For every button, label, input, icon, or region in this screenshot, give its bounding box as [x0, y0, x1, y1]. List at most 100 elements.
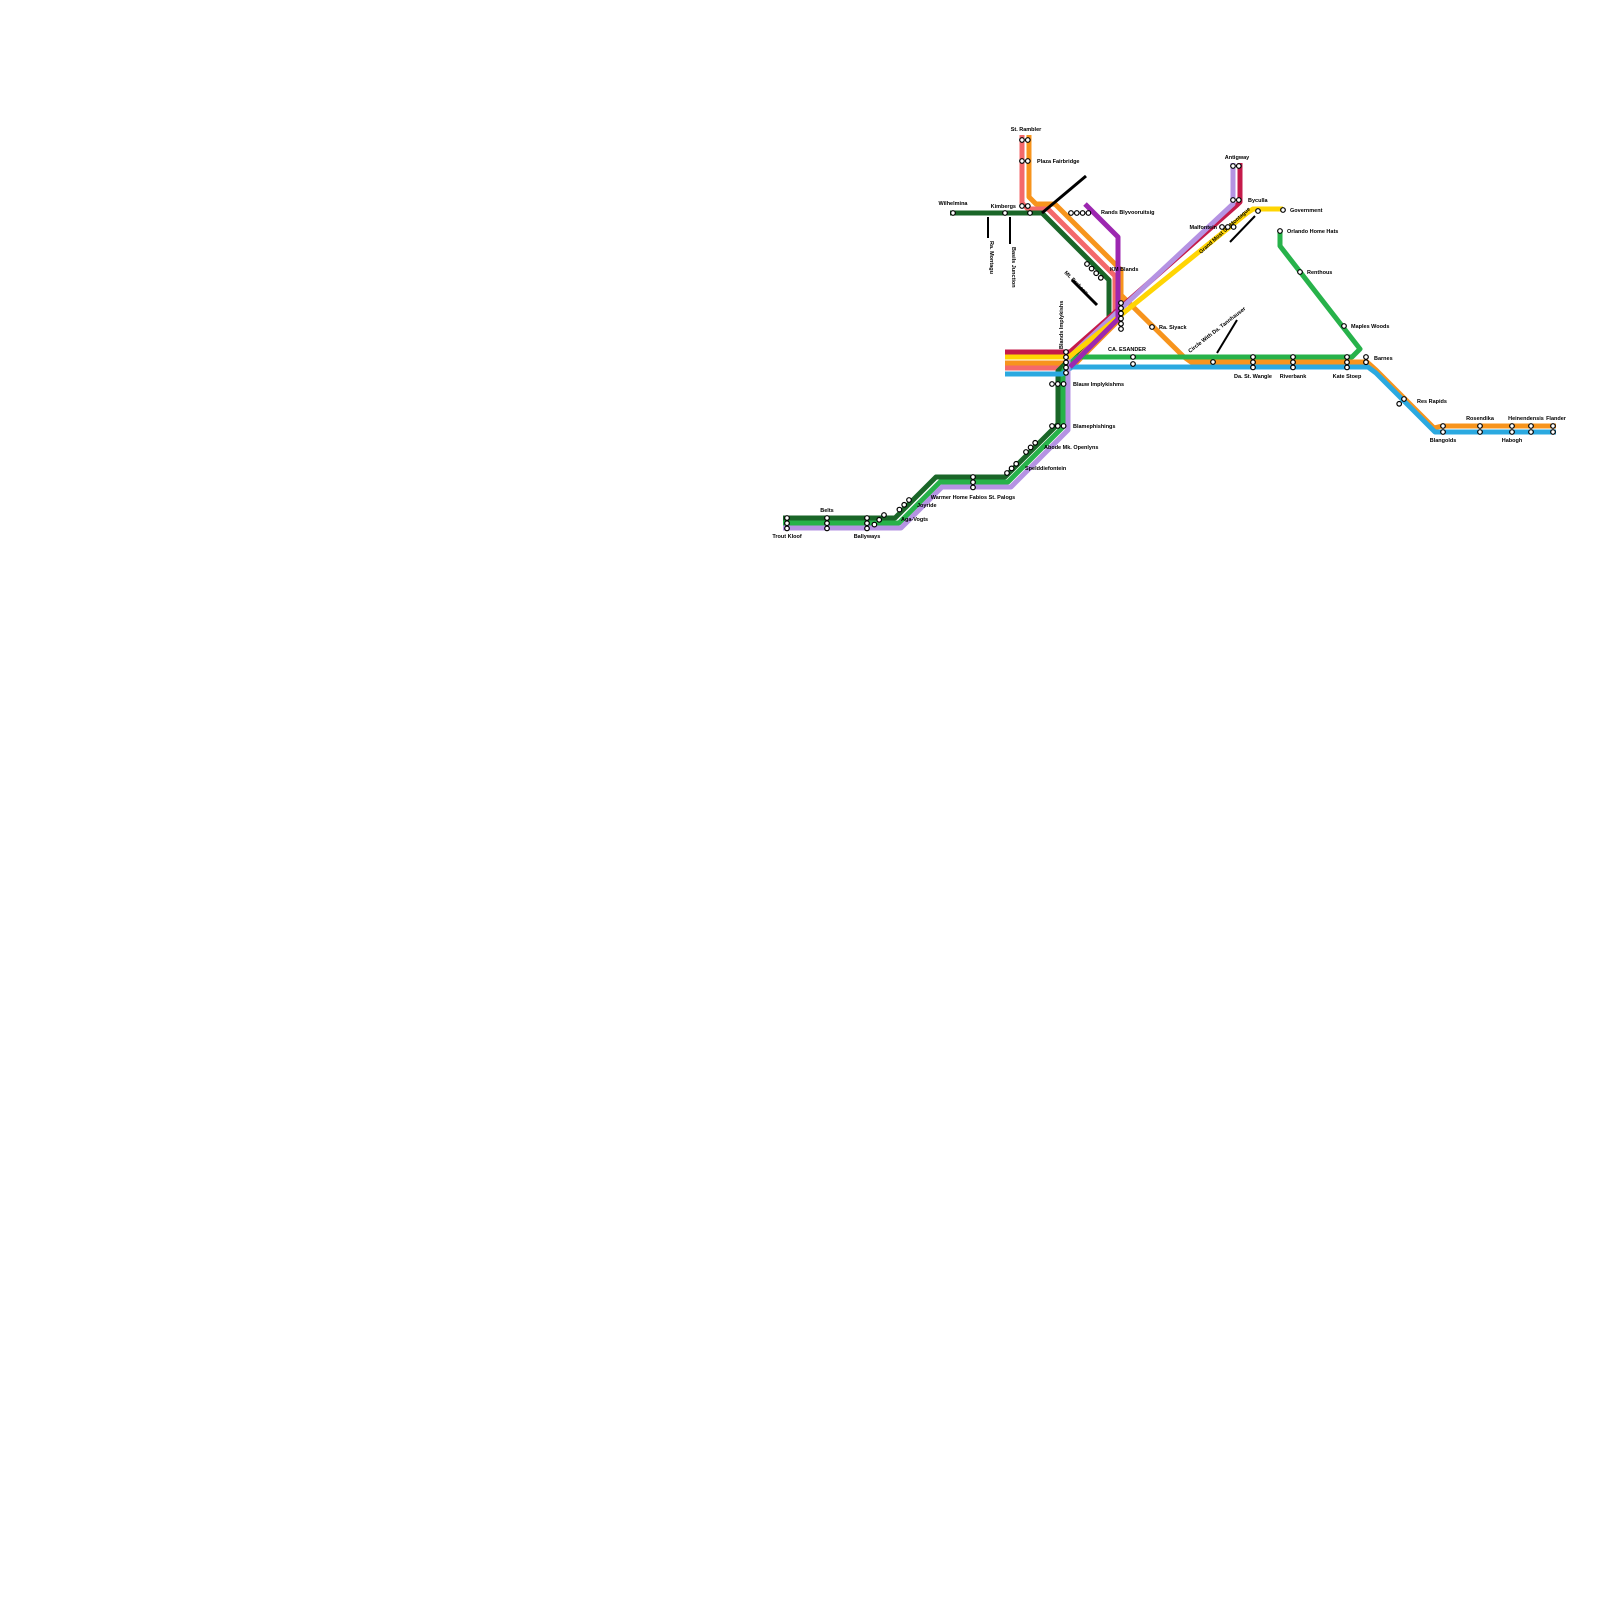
station-marker — [1363, 359, 1369, 366]
station-label: Riverbank — [1280, 374, 1308, 380]
station-marker — [881, 512, 887, 518]
station-marker — [1363, 354, 1369, 360]
station-label: Res Rapids — [1417, 399, 1447, 405]
station-marker — [1088, 265, 1095, 272]
annotation-label: Basils Junction — [1010, 247, 1016, 288]
station-marker — [1004, 470, 1010, 476]
station-marker — [1341, 323, 1347, 329]
station-marker — [864, 520, 870, 527]
station-marker — [1054, 381, 1061, 387]
station-label: Kate Stoep — [1333, 374, 1362, 380]
station-label: Da. St. Wangle — [1234, 374, 1272, 380]
station-marker — [1255, 208, 1261, 214]
station-marker — [784, 515, 790, 521]
station-label: Wilhelmina — [939, 201, 969, 207]
station-marker — [1290, 354, 1296, 360]
station-marker — [1023, 449, 1029, 455]
station-marker — [1250, 359, 1256, 366]
station-marker — [1019, 158, 1025, 164]
station-marker — [1230, 163, 1236, 169]
station-marker — [1224, 224, 1231, 230]
station-marker — [1060, 423, 1067, 429]
annotation-label: Blands Implykishs — [1059, 301, 1065, 349]
station-marker — [1118, 305, 1124, 312]
station-label: Government — [1290, 208, 1323, 214]
metro-lavender-line — [783, 163, 1236, 531]
station-marker — [1297, 269, 1303, 275]
station-label: KM Blands — [1110, 267, 1138, 273]
station-marker — [1396, 400, 1403, 407]
metro-crimson-line — [1005, 163, 1243, 355]
station-marker — [1093, 270, 1100, 277]
station-label: Plaza Fairbridge — [1037, 159, 1080, 165]
station-marker — [1509, 423, 1515, 429]
station-marker — [1230, 224, 1237, 230]
station-marker — [970, 474, 976, 480]
station-marker — [876, 516, 883, 523]
station-marker — [1027, 444, 1034, 451]
station-label: Aga-Vogts — [901, 517, 928, 523]
station-marker — [1024, 203, 1031, 209]
station-marker — [1210, 359, 1216, 365]
station-label: Maples Woods — [1351, 324, 1389, 330]
annotation-pointer-line — [1229, 215, 1256, 243]
station-label: CA. ESANDER — [1108, 347, 1146, 353]
annotation-label: Circle With Da. Tannhauser — [1188, 306, 1248, 355]
station-label: Joyride — [917, 503, 937, 509]
station-marker — [864, 515, 870, 521]
station-marker — [1027, 210, 1033, 216]
station-marker — [1118, 310, 1124, 317]
station-marker — [1219, 224, 1225, 230]
station-marker — [1073, 210, 1080, 216]
station-marker — [1049, 423, 1055, 429]
metro-orange-line-east — [1119, 293, 1556, 431]
station-marker — [1019, 203, 1025, 209]
station-marker — [1019, 137, 1025, 143]
station-marker — [1149, 324, 1155, 330]
station-label: Ra. Siyack — [1159, 325, 1187, 331]
station-marker — [1235, 163, 1242, 169]
station-marker — [1280, 207, 1286, 213]
station-label: Blauw Implykishms — [1073, 382, 1124, 388]
station-marker — [1528, 423, 1534, 429]
station-label: Barnes — [1374, 356, 1393, 362]
station-marker — [824, 515, 830, 521]
station-label: Byculla — [1248, 198, 1269, 204]
station-marker — [1230, 197, 1236, 203]
station-marker — [1130, 361, 1136, 367]
station-label: Belts — [820, 508, 833, 514]
station-marker — [824, 525, 830, 532]
station-marker — [896, 506, 903, 513]
station-marker — [1024, 137, 1031, 143]
station-marker — [1277, 228, 1283, 234]
station-label: Spelddiefontein — [1025, 466, 1067, 472]
station-label: Kimbergs — [991, 204, 1016, 210]
station-marker — [1344, 364, 1350, 371]
station-marker — [864, 525, 870, 532]
station-marker — [1550, 429, 1556, 435]
station-marker — [1049, 381, 1055, 387]
station-label: Orlando Home Hats — [1287, 229, 1338, 235]
station-marker — [1118, 326, 1124, 332]
station-marker — [871, 521, 878, 528]
station-marker — [1085, 210, 1092, 216]
station-marker — [1013, 460, 1020, 467]
station-marker — [950, 210, 956, 216]
station-marker — [1440, 429, 1446, 435]
station-marker — [970, 479, 976, 486]
station-marker — [1118, 315, 1124, 322]
station-label: Trout Kloof — [772, 534, 801, 540]
station-marker — [1440, 423, 1446, 429]
station-label: Blamephishings — [1073, 424, 1115, 430]
station-marker — [1063, 349, 1069, 355]
station-marker — [1084, 261, 1090, 267]
station-marker — [901, 501, 908, 508]
station-label: Habogh — [1502, 438, 1523, 444]
station-marker — [1032, 439, 1039, 446]
station-marker — [1344, 354, 1350, 360]
station-label: Rosendika — [1466, 416, 1495, 422]
station-label: Warmer Home Fabios St. Palogs — [931, 495, 1015, 501]
station-marker — [970, 484, 976, 491]
station-marker — [1068, 210, 1074, 216]
